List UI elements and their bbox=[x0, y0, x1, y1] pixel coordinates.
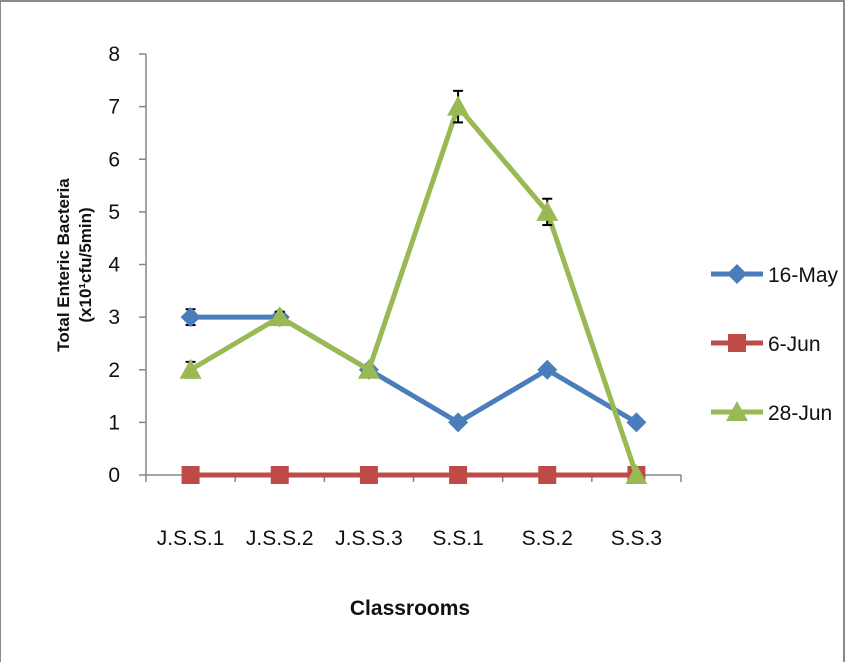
y-tick-label: 3 bbox=[108, 306, 120, 329]
x-tick-label: J.S.S.1 bbox=[157, 527, 225, 550]
legend-item-28-Jun: 28-Jun bbox=[711, 401, 832, 425]
y-tick-label: 7 bbox=[108, 96, 120, 119]
x-tick-label: S.S.2 bbox=[522, 527, 573, 550]
data-point bbox=[625, 464, 648, 484]
legend-item-16-May: 16-May bbox=[711, 264, 839, 287]
data-point bbox=[270, 466, 289, 484]
data-point bbox=[268, 306, 291, 327]
legend-swatch-marker bbox=[728, 334, 746, 352]
data-point bbox=[537, 359, 558, 380]
data-point bbox=[359, 466, 378, 484]
y-axis-title-line1: Total Enteric Bacteria bbox=[54, 178, 73, 352]
data-point bbox=[179, 358, 202, 379]
series-line bbox=[189, 104, 639, 476]
y-tick-label: 4 bbox=[108, 254, 120, 277]
legend-label: 6-Jun bbox=[768, 333, 821, 356]
legend-label: 28-Jun bbox=[768, 402, 832, 425]
data-point bbox=[626, 412, 647, 433]
legend-item-6-Jun: 6-Jun bbox=[711, 333, 821, 356]
legend-label: 16-May bbox=[768, 264, 839, 287]
data-point bbox=[536, 200, 559, 221]
data-point bbox=[180, 307, 201, 328]
series-16-May bbox=[180, 307, 647, 433]
y-tick-label: 6 bbox=[108, 148, 120, 171]
data-point bbox=[447, 95, 470, 116]
y-axis-title-line2: (x10¹cfu/5min) bbox=[76, 207, 95, 322]
x-tick-label: S.S.3 bbox=[611, 527, 662, 550]
series-28-Jun bbox=[179, 89, 648, 484]
x-tick-label: S.S.1 bbox=[432, 527, 483, 550]
y-tick-label: 5 bbox=[108, 201, 120, 224]
data-point bbox=[357, 358, 380, 379]
data-point bbox=[448, 412, 469, 433]
legend-swatch-marker bbox=[726, 401, 748, 421]
x-tick-label: J.S.S.2 bbox=[246, 527, 314, 550]
axes: 0 1 2 3 4 5 6 7 8 J.S.S.1 J.S.S.2 J.S.S.3 S.S.1 S.S.2… bbox=[108, 43, 682, 550]
legend-swatch-marker bbox=[727, 264, 747, 284]
x-tick-label: J.S.S.3 bbox=[335, 527, 403, 550]
y-axis-title: Total Enteric Bacteria (x10¹cfu/5min) bbox=[54, 178, 95, 352]
series-line bbox=[190, 314, 638, 425]
y-tick-label: 2 bbox=[108, 359, 120, 382]
data-point bbox=[538, 466, 557, 484]
data-point bbox=[449, 466, 468, 484]
series-layer bbox=[179, 89, 648, 484]
x-axis-title: Classrooms bbox=[350, 597, 470, 620]
series-6-Jun bbox=[181, 466, 646, 484]
y-tick-label: 0 bbox=[108, 464, 120, 487]
legend: 16-May 6-Jun 28-Jun bbox=[711, 264, 839, 425]
y-tick-label: 8 bbox=[108, 43, 120, 66]
data-point bbox=[181, 466, 200, 484]
y-tick-label: 1 bbox=[108, 411, 120, 434]
